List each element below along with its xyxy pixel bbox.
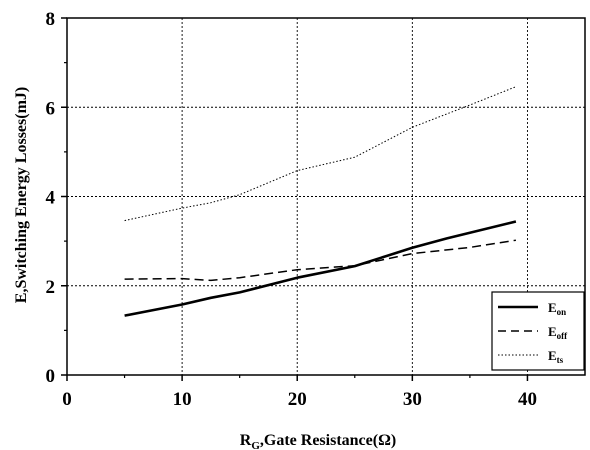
tick-labels: 0 10 20 30 40 0 2 4 6 8 [46, 9, 537, 410]
legend-label-on: Eon [548, 300, 566, 317]
x-axis-label: RG,Gate Resistance(Ω) [240, 432, 396, 450]
y-tick-label: 4 [46, 188, 56, 209]
x-tick-label: 10 [173, 389, 192, 410]
y-tick-label: 2 [46, 277, 56, 298]
x-tick-label: 30 [403, 389, 422, 410]
legend-label-off: Eoff [548, 324, 568, 341]
x-axis-label-rest: ,Gate Resistance(Ω) [260, 432, 396, 449]
y-tick-label: 8 [46, 9, 56, 30]
x-tick-label: 20 [288, 389, 307, 410]
axis-ticks [61, 17, 529, 381]
x-axis-label-main: R [240, 432, 252, 449]
y-tick-label: 6 [46, 98, 56, 119]
series-line-on [124, 220, 517, 317]
legend: Eon Eoff Ets [491, 291, 585, 371]
y-tick-label: 0 [46, 366, 56, 387]
y-axis-label: E,Switching Energy Losses(mJ) [13, 87, 30, 303]
x-tick-label: 0 [62, 389, 72, 410]
series-line-off [124, 239, 517, 282]
series-line-ts [124, 86, 517, 222]
x-tick-label: 40 [518, 389, 537, 410]
series-lines [124, 86, 517, 317]
legend-label-ts: Ets [548, 348, 564, 365]
x-axis-label-sub: G [251, 440, 260, 450]
